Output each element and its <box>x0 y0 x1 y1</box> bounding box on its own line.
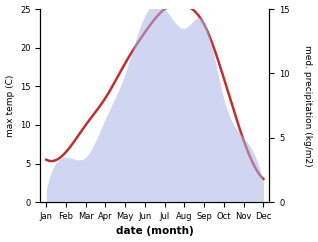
Y-axis label: med. precipitation (kg/m2): med. precipitation (kg/m2) <box>303 45 313 166</box>
Y-axis label: max temp (C): max temp (C) <box>5 75 15 137</box>
X-axis label: date (month): date (month) <box>116 227 194 236</box>
